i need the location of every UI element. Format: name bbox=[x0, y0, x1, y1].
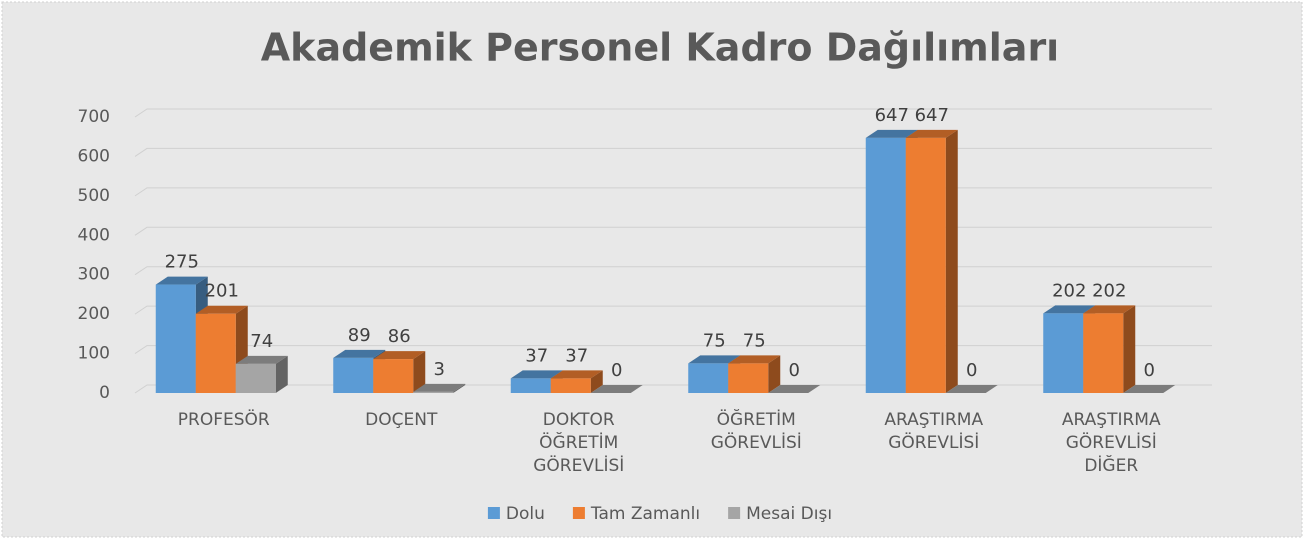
bar-top bbox=[768, 385, 821, 393]
data-label: 0 bbox=[966, 360, 977, 381]
grid-line bbox=[134, 305, 1212, 315]
data-label: 75 bbox=[703, 330, 726, 351]
x-tick-label: ARAŞTIRMA GÖREVLİSİ bbox=[884, 410, 983, 453]
bar bbox=[728, 363, 769, 393]
data-label: 37 bbox=[525, 345, 548, 366]
data-label: 89 bbox=[348, 325, 371, 346]
grid-line bbox=[134, 226, 1212, 236]
bar-top bbox=[413, 383, 466, 392]
data-label: 3 bbox=[434, 359, 445, 380]
bar-side bbox=[1123, 305, 1136, 393]
bar bbox=[550, 378, 591, 393]
data-label: 0 bbox=[789, 360, 800, 381]
y-tick-label: 600 bbox=[78, 146, 110, 166]
x-tick-label: DOÇENT bbox=[365, 410, 438, 430]
bar-top bbox=[905, 129, 958, 138]
bar bbox=[413, 391, 454, 393]
y-tick-label: 0 bbox=[99, 383, 110, 403]
bar-top bbox=[333, 349, 386, 358]
data-label: 37 bbox=[565, 345, 588, 366]
bar bbox=[865, 137, 906, 393]
bar bbox=[688, 363, 729, 393]
bar-side bbox=[413, 351, 426, 393]
bar bbox=[905, 137, 946, 393]
bar-top bbox=[155, 276, 208, 285]
bar bbox=[373, 359, 414, 393]
legend-label: Tam Zamanlı bbox=[590, 504, 700, 524]
x-tick-label: ÖĞRETİM GÖREVLİSİ bbox=[711, 408, 802, 453]
data-label: 202 bbox=[1052, 280, 1086, 301]
x-tick-label: PROFESÖR bbox=[178, 408, 270, 430]
bar bbox=[195, 313, 236, 393]
chart-title: Akademik Personel Kadro Dağılımları bbox=[261, 26, 1059, 70]
bar-top bbox=[1043, 305, 1096, 314]
legend-label: Dolu bbox=[506, 504, 545, 524]
bar-side bbox=[453, 383, 466, 393]
bar bbox=[235, 363, 276, 393]
bar-top bbox=[728, 355, 781, 364]
bar-top bbox=[865, 129, 918, 138]
legend-swatch bbox=[572, 507, 585, 519]
grid-line bbox=[134, 345, 1212, 354]
data-label: 75 bbox=[743, 330, 766, 351]
x-tick-label: ARAŞTIRMA GÖREVLİSİ DİĞER bbox=[1062, 410, 1161, 476]
bar bbox=[1083, 313, 1124, 393]
grid-line bbox=[134, 187, 1212, 197]
data-label: 647 bbox=[875, 105, 909, 126]
bar-side bbox=[768, 355, 781, 393]
bar-top bbox=[688, 355, 741, 364]
bar-side bbox=[590, 370, 603, 393]
bar bbox=[510, 378, 551, 393]
grid-line bbox=[134, 108, 1212, 118]
grid-line bbox=[134, 147, 1212, 157]
data-label: 0 bbox=[1144, 360, 1155, 381]
legend-label: Mesai Dışı bbox=[746, 504, 832, 524]
bar-top bbox=[590, 385, 643, 393]
y-tick-label: 300 bbox=[78, 265, 110, 285]
grid-line bbox=[134, 266, 1212, 276]
y-tick-label: 700 bbox=[78, 107, 110, 127]
legend-swatch bbox=[728, 507, 741, 519]
y-tick-label: 500 bbox=[78, 186, 110, 206]
legend: Dolu Tam Zamanlı Mesai Dışı bbox=[487, 504, 832, 524]
bar bbox=[333, 357, 374, 393]
bar-top bbox=[1083, 305, 1136, 314]
y-tick-label: 100 bbox=[78, 344, 110, 364]
bar bbox=[155, 284, 196, 393]
data-label: 86 bbox=[388, 326, 411, 347]
bar-top bbox=[945, 385, 998, 393]
bar-side bbox=[945, 129, 958, 393]
x-tick-label: DOKTOR ÖĞRETİM GÖREVLİSİ bbox=[533, 410, 624, 476]
y-tick-label: 200 bbox=[78, 304, 110, 324]
data-label: 202 bbox=[1092, 280, 1126, 301]
grid-line bbox=[134, 384, 1212, 394]
bar-top bbox=[373, 351, 426, 360]
bar-top bbox=[235, 355, 288, 364]
y-tick-label: 400 bbox=[78, 225, 110, 245]
data-label: 74 bbox=[250, 331, 273, 352]
bar-top bbox=[550, 370, 603, 379]
data-label: 647 bbox=[915, 105, 949, 126]
legend-swatch bbox=[487, 507, 500, 519]
data-label: 275 bbox=[165, 252, 199, 273]
bar-side bbox=[275, 355, 288, 393]
bar-top bbox=[1123, 385, 1176, 393]
bar-top bbox=[195, 305, 248, 314]
data-label: 201 bbox=[205, 281, 239, 302]
bar bbox=[1043, 313, 1084, 393]
data-label: 0 bbox=[611, 360, 622, 381]
bar-top bbox=[510, 370, 563, 379]
